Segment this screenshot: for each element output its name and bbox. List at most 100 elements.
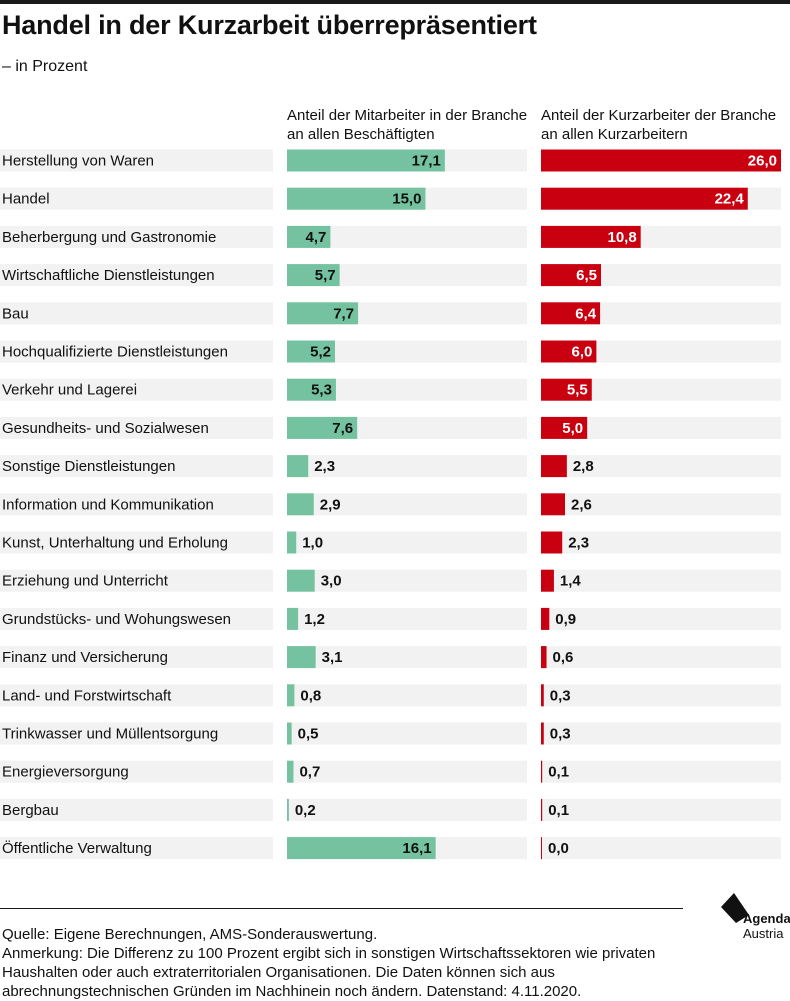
value-label-employees: 17,1: [412, 153, 441, 170]
bar-employees: [287, 722, 292, 745]
bar-shorttime: [541, 340, 597, 363]
row-background-employees: [287, 684, 527, 707]
value-label-employees: 5,2: [310, 344, 331, 361]
value-label-shorttime: 22,4: [715, 191, 745, 208]
category-label: Bergbau: [2, 802, 59, 819]
category-label: Wirtschaftliche Dienstleistungen: [2, 267, 215, 284]
value-label-shorttime: 2,8: [573, 458, 594, 475]
row-background-label: [0, 569, 273, 592]
row-background-shorttime: [541, 340, 781, 363]
bar-employees: [287, 760, 294, 783]
row-background-shorttime: [541, 493, 781, 516]
value-label-shorttime: 0,1: [548, 764, 569, 781]
annotation-note: Anmerkung: Die Differenz zu 100 Prozent …: [2, 945, 656, 1000]
category-label: Trinkwasser und Müllentsorgung: [2, 726, 218, 743]
row-background-shorttime: [541, 722, 781, 745]
row-background-shorttime: [541, 760, 781, 783]
value-label-employees: 2,9: [320, 496, 341, 513]
value-label-employees: 4,7: [306, 229, 327, 246]
row-background-employees: [287, 607, 527, 630]
bar-employees: [287, 837, 436, 860]
row-background-employees: [287, 378, 527, 401]
category-label: Öffentliche Verwaltung: [2, 839, 152, 857]
value-label-shorttime: 5,5: [567, 382, 588, 399]
bar-employees: [287, 531, 297, 554]
value-label-shorttime: 2,6: [571, 496, 592, 513]
row-background-label: [0, 264, 273, 287]
row-background-label: [0, 455, 273, 478]
row-background-label: [0, 837, 273, 860]
row-background-label: [0, 607, 273, 630]
row-background-shorttime: [541, 569, 781, 592]
row-background-label: [0, 225, 273, 248]
category-label: Beherbergung und Gastronomie: [2, 229, 216, 246]
row-background-employees: [287, 225, 527, 248]
category-label: Finanz und Versicherung: [2, 649, 168, 666]
value-label-employees: 16,1: [402, 840, 431, 857]
value-label-employees: 2,3: [314, 458, 335, 475]
row-background-shorttime: [541, 455, 781, 478]
value-label-shorttime: 0,3: [550, 726, 571, 743]
bar-employees: [287, 684, 295, 707]
category-label: Energieversorgung: [2, 764, 129, 781]
row-background-shorttime: [541, 837, 781, 860]
value-label-employees: 0,7: [299, 764, 320, 781]
bottom-rule: [0, 908, 683, 909]
value-label-employees: 1,2: [304, 611, 325, 628]
logo-word-agenda: Agenda: [743, 911, 790, 926]
row-background-label: [0, 684, 273, 707]
bar-shorttime: [541, 607, 550, 630]
bar-shorttime: [541, 569, 554, 592]
agenda-austria-logo: Agenda Austria: [716, 889, 790, 949]
value-label-shorttime: 26,0: [748, 153, 777, 170]
value-label-employees: 3,1: [322, 649, 343, 666]
row-background-employees: [287, 264, 527, 287]
value-label-shorttime: 6,5: [576, 267, 597, 284]
bar-shorttime: [541, 493, 565, 516]
logo-word-austria: Austria: [743, 926, 784, 941]
value-label-employees: 5,3: [311, 382, 332, 399]
value-label-employees: 7,6: [332, 420, 353, 437]
value-label-shorttime: 0,6: [553, 649, 574, 666]
chart-title: Handel in der Kurzarbeit überrepräsentie…: [2, 10, 537, 40]
bar-employees: [287, 455, 309, 478]
bar-shorttime: [541, 378, 592, 401]
bar-shorttime: [541, 225, 641, 248]
category-label: Verkehr und Lagerei: [2, 382, 137, 399]
bar-shorttime: [541, 837, 542, 860]
category-label: Erziehung und Unterricht: [2, 573, 169, 590]
category-label: Land- und Forstwirtschaft: [2, 687, 172, 704]
row-background-label: [0, 646, 273, 669]
bar-employees: [287, 340, 335, 363]
category-label: Herstellung von Waren: [2, 153, 154, 170]
bar-shorttime: [541, 416, 588, 439]
row-background-shorttime: [541, 378, 781, 401]
bar-employees: [287, 416, 358, 439]
row-background-shorttime: [541, 646, 781, 669]
value-label-shorttime: 6,0: [572, 344, 593, 361]
top-rule: [0, 0, 790, 4]
row-background-employees: [287, 531, 527, 554]
row-background-label: [0, 531, 273, 554]
category-label: Hochqualifizierte Dienstleistungen: [2, 344, 228, 361]
value-label-employees: 1,0: [302, 535, 323, 552]
bar-shorttime: [541, 531, 563, 554]
value-label-shorttime: 0,3: [550, 687, 571, 704]
chart-subtitle: – in Prozent: [2, 58, 88, 75]
bar-employees: [287, 149, 445, 172]
bar-shorttime: [541, 798, 543, 821]
value-label-shorttime: 5,0: [562, 420, 583, 437]
row-background-employees: [287, 340, 527, 363]
value-label-shorttime: 0,1: [548, 802, 569, 819]
bar-employees: [287, 569, 315, 592]
bar-employees: [287, 187, 426, 210]
category-label: Information und Kommunikation: [2, 496, 214, 513]
row-background-label: [0, 493, 273, 516]
row-background-shorttime: [541, 531, 781, 554]
row-background-shorttime: [541, 798, 781, 821]
category-label: Grundstücks- und Wohungswesen: [2, 611, 231, 628]
row-background-label: [0, 340, 273, 363]
row-background-label: [0, 187, 273, 210]
row-background-label: [0, 149, 273, 172]
row-background-label: [0, 378, 273, 401]
